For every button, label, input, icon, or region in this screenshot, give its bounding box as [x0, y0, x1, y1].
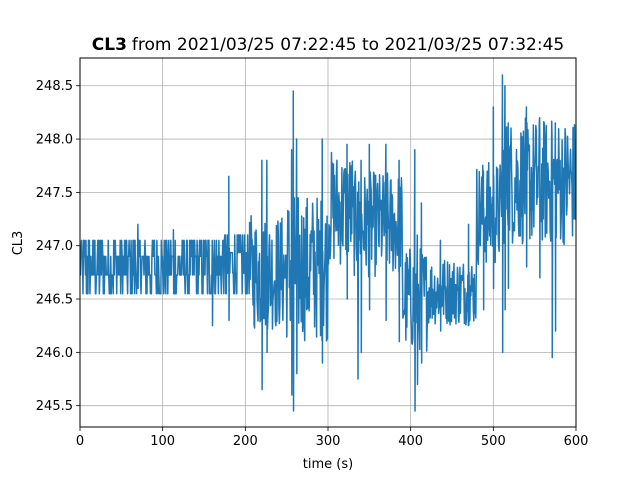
- x-tick-label: 0: [76, 434, 84, 449]
- y-tick-label: 246.0: [36, 346, 73, 361]
- y-axis-label: CL3: [11, 231, 26, 256]
- y-tick-label: 247.5: [36, 186, 73, 201]
- x-tick-label: 200: [233, 434, 258, 449]
- y-tick-label: 248.5: [36, 79, 73, 94]
- x-tick-label: 600: [564, 434, 589, 449]
- plot-area: [79, 74, 577, 412]
- y-tick-label: 248.0: [36, 133, 73, 148]
- y-tick-label: 246.5: [36, 293, 73, 308]
- x-axis: 0 100 200 300 400 500 600: [76, 427, 589, 449]
- series-line-dense: [80, 74, 576, 412]
- x-tick-label: 500: [481, 434, 506, 449]
- y-axis: 245.5 246.0 246.5 247.0 247.5 248.0 248.5: [36, 79, 80, 414]
- chart-title-bold: CL3: [92, 35, 127, 55]
- y-tick-label: 245.5: [36, 399, 73, 414]
- chart-title: CL3 from 2021/03/25 07:22:45 to 2021/03/2…: [92, 35, 564, 55]
- chart-title-rest: from 2021/03/25 07:22:45 to 2021/03/25 0…: [132, 35, 564, 55]
- y-tick-label: 247.0: [36, 239, 73, 254]
- x-tick-label: 100: [150, 434, 175, 449]
- x-tick-label: 300: [316, 434, 341, 449]
- x-axis-label: time (s): [303, 457, 353, 472]
- x-tick-label: 400: [398, 434, 423, 449]
